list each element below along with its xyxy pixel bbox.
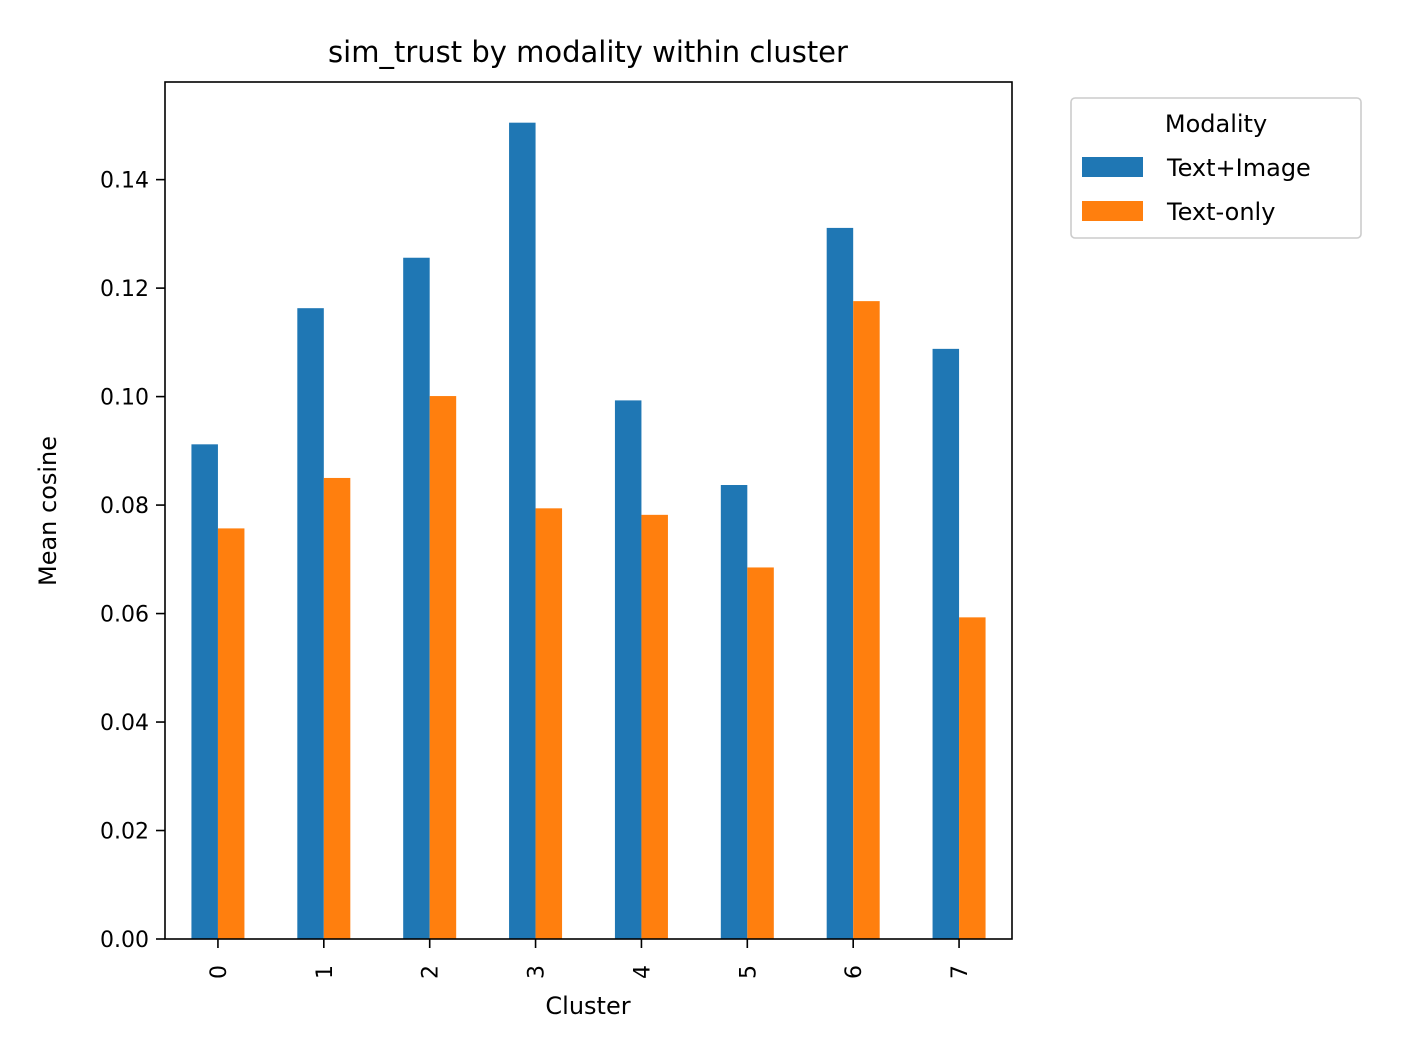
plot-frame xyxy=(164,81,1013,940)
bar-text-image-cluster-6 xyxy=(826,227,854,939)
x-axis-title: Cluster xyxy=(545,992,630,1020)
x-tick-label-4: 4 xyxy=(630,965,655,979)
bar-text-only-cluster-0 xyxy=(217,528,245,939)
x-axis: 0 1 2 3 4 5 6 7 xyxy=(207,939,973,979)
bar-text-only-cluster-1 xyxy=(323,477,351,939)
legend-swatch-text-image xyxy=(1082,157,1143,177)
bar-text-image-cluster-1 xyxy=(297,308,324,939)
x-tick-label-7: 7 xyxy=(948,965,973,979)
x-tick-label-6: 6 xyxy=(842,965,867,979)
y-tick-label-6: 0.12 xyxy=(100,277,149,302)
y-tick-label-7: 0.14 xyxy=(100,169,149,194)
y-axis-title: Mean cosine xyxy=(34,436,62,586)
x-tick-label-0: 0 xyxy=(207,965,232,979)
legend: Modality Text+Image Text-only xyxy=(1070,97,1362,239)
bar-text-only-cluster-4 xyxy=(641,514,668,939)
y-tick-label-2: 0.04 xyxy=(100,711,149,736)
x-tick-label-1: 1 xyxy=(313,965,338,979)
y-tick-label-5: 0.10 xyxy=(100,386,149,411)
legend-box xyxy=(1070,97,1362,239)
bar-text-only-cluster-7 xyxy=(959,617,986,939)
bar-text-image-cluster-0 xyxy=(191,444,218,939)
bar-text-only-cluster-3 xyxy=(535,508,563,939)
y-tick-label-1: 0.02 xyxy=(100,820,149,845)
bar-text-image-cluster-2 xyxy=(403,257,430,939)
bar-text-only-cluster-2 xyxy=(429,396,457,940)
chart-title: sim_trust by modality within cluster xyxy=(328,35,848,69)
legend-label-text-only: Text-only xyxy=(1166,198,1275,226)
bar-text-image-cluster-3 xyxy=(509,122,536,940)
legend-swatch-text-only xyxy=(1082,201,1143,221)
x-tick-label-3: 3 xyxy=(525,965,550,979)
bar-text-image-cluster-4 xyxy=(614,400,642,939)
bar-text-image-cluster-7 xyxy=(932,348,960,939)
bars-group xyxy=(191,122,986,940)
bar-text-only-cluster-6 xyxy=(853,301,880,939)
x-tick-label-5: 5 xyxy=(736,965,761,979)
y-tick-label-3: 0.06 xyxy=(100,603,149,628)
bar-text-image-cluster-5 xyxy=(720,485,748,939)
y-tick-label-0: 0.00 xyxy=(100,928,149,953)
y-tick-label-4: 0.08 xyxy=(100,494,149,519)
y-axis: 0.00 0.02 0.04 0.06 0.08 0.10 0.12 0.14 xyxy=(100,169,165,953)
legend-title: Modality xyxy=(1165,110,1267,138)
bar-text-only-cluster-5 xyxy=(747,567,774,939)
legend-label-text-image: Text+Image xyxy=(1166,154,1311,182)
x-tick-label-2: 2 xyxy=(419,965,444,979)
